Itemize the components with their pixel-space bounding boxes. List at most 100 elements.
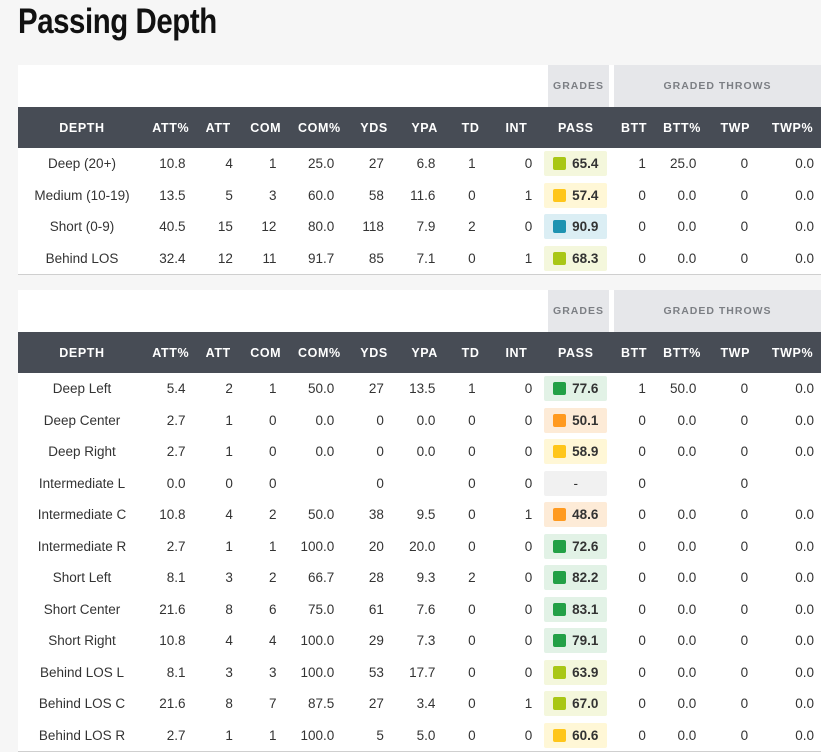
cell-btt: 0: [638, 412, 646, 428]
cell-btt: 0: [638, 570, 646, 586]
cell-att-pct: 13.5: [159, 187, 186, 203]
cell-att-pct: 2.7: [166, 412, 186, 428]
cell-td: 0: [468, 633, 476, 649]
cell-int: 0: [524, 475, 533, 491]
cell-ypa: 7.9: [416, 219, 436, 235]
cell-depth: Short Center: [43, 601, 121, 617]
column-header-twp-pct[interactable]: TWP%: [771, 345, 814, 360]
grade-value: 79.1: [572, 633, 599, 649]
cell-btt: 0: [638, 444, 646, 460]
grade-value: 48.6: [572, 507, 599, 523]
cell-com: 1: [268, 538, 277, 554]
column-header-int[interactable]: INT: [505, 345, 528, 360]
table-row: Deep Center 2.7 1 0 0.0 0 0.0 0 0 50.1 0 0.0 0 0.0: [18, 405, 821, 437]
grade-value: 63.9: [572, 664, 599, 680]
column-header-btt-pct[interactable]: BTT%: [663, 345, 701, 360]
cell-pass-grade: 77.6: [541, 373, 610, 405]
cell-btt: 0: [638, 187, 646, 203]
cell-pass-grade: 79.1: [541, 625, 610, 657]
column-header-com-pct[interactable]: COM%: [298, 120, 341, 135]
cell-pass-grade: 82.2: [541, 562, 610, 594]
cell-twp: 0: [740, 570, 749, 586]
column-header-td[interactable]: TD: [461, 345, 480, 360]
cell-twp-pct: 0.0: [795, 696, 814, 712]
cell-int: 0: [524, 156, 533, 172]
column-header-com[interactable]: COM: [250, 345, 282, 360]
cell-int: 0: [524, 444, 533, 460]
cell-depth: Medium (10-19): [34, 187, 130, 203]
cell-com: 2: [268, 570, 277, 586]
column-header-ypa[interactable]: YPA: [411, 120, 438, 135]
grade-color-swatch: [553, 508, 567, 522]
grade-value: 77.6: [572, 381, 599, 397]
cell-com: 0: [268, 444, 277, 460]
table-row: Medium (10-19) 13.5 5 3 60.0 58 11.6 0 1 57.4 0 0.0…: [18, 180, 821, 212]
column-header-depth[interactable]: DEPTH: [59, 345, 105, 360]
cell-depth: Intermediate L: [38, 475, 126, 491]
passing-depth-table: GRADES GRADED THROWS DEPTH ATT% ATT COM COM%…: [18, 65, 821, 275]
cell-yds: 38: [368, 507, 384, 523]
column-header-twp-pct[interactable]: TWP%: [771, 120, 814, 135]
cell-twp-pct: 0.0: [795, 219, 814, 235]
cell-pass-grade: -: [541, 468, 610, 500]
column-header-att-pct[interactable]: ATT%: [152, 120, 190, 135]
cell-att: 12: [195, 242, 241, 275]
grade-color-swatch: [553, 188, 567, 202]
cell-com-pct: 50.0: [307, 507, 335, 523]
cell-twp: 0: [740, 475, 749, 491]
column-header-com-pct[interactable]: COM%: [298, 345, 341, 360]
column-header-btt-pct[interactable]: BTT%: [663, 120, 701, 135]
cell-att-pct: 8.1: [166, 570, 186, 586]
column-header-btt[interactable]: BTT: [621, 120, 648, 135]
cell-pass-grade: 63.9: [541, 657, 610, 689]
column-header-ypa[interactable]: YPA: [411, 345, 438, 360]
cell-att-pct: 8.1: [166, 664, 186, 680]
grade-color-swatch: [553, 665, 567, 679]
column-header-int[interactable]: INT: [505, 120, 528, 135]
column-header-att[interactable]: ATT: [205, 120, 231, 135]
grade-value: -: [573, 475, 579, 491]
cell-yds: 0: [376, 475, 384, 491]
cell-btt-pct: [658, 468, 707, 500]
column-header-twp[interactable]: TWP: [720, 345, 751, 360]
column-header-btt[interactable]: BTT: [621, 345, 648, 360]
cell-att-pct: 21.6: [159, 601, 186, 617]
cell-depth: Deep Center: [43, 412, 121, 428]
column-header-att-pct[interactable]: ATT%: [152, 345, 190, 360]
cell-btt: 0: [638, 219, 646, 235]
grade-value: 72.6: [572, 538, 599, 554]
cell-com-pct: 50.0: [307, 381, 335, 397]
cell-att: 1: [225, 538, 233, 554]
cell-att-pct: 40.5: [159, 219, 186, 235]
column-header-yds[interactable]: YDS: [360, 120, 388, 135]
cell-com: 0: [268, 475, 277, 491]
column-header-depth[interactable]: DEPTH: [59, 120, 105, 135]
cell-yds: 20: [368, 538, 384, 554]
column-header-pass[interactable]: PASS: [558, 120, 594, 135]
cell-twp-pct: 0.0: [795, 156, 814, 172]
column-header-td[interactable]: TD: [461, 120, 480, 135]
cell-btt-pct: 0.0: [677, 187, 697, 203]
cell-btt-pct: 0.0: [657, 242, 707, 275]
cell-btt: 0: [638, 696, 646, 712]
column-header-com[interactable]: COM: [250, 120, 282, 135]
cell-btt-pct: 0.0: [677, 633, 697, 649]
grade-color-swatch: [553, 220, 567, 234]
column-header-pass[interactable]: PASS: [558, 345, 594, 360]
cell-td: 1: [468, 381, 476, 397]
cell-att-pct: 2.7: [166, 538, 186, 554]
column-header-yds[interactable]: YDS: [360, 345, 388, 360]
cell-int: 0: [524, 601, 533, 617]
column-header-att[interactable]: ATT: [205, 345, 231, 360]
cell-att-pct: 5.4: [166, 381, 186, 397]
cell-td: 0: [468, 538, 476, 554]
table-header-row: DEPTH ATT% ATT COM COM% YDS YPA TD INT PASS BTT BTT…: [18, 332, 821, 373]
cell-twp-pct: 0.0: [795, 601, 814, 617]
cell-att: 8: [225, 601, 233, 617]
cell-yds: 5: [348, 719, 400, 752]
grade-value: 90.9: [572, 219, 599, 235]
column-header-twp[interactable]: TWP: [720, 120, 751, 135]
cell-int: 0: [524, 570, 533, 586]
cell-depth: Short (0-9): [49, 219, 115, 235]
cell-att: 4: [225, 633, 233, 649]
